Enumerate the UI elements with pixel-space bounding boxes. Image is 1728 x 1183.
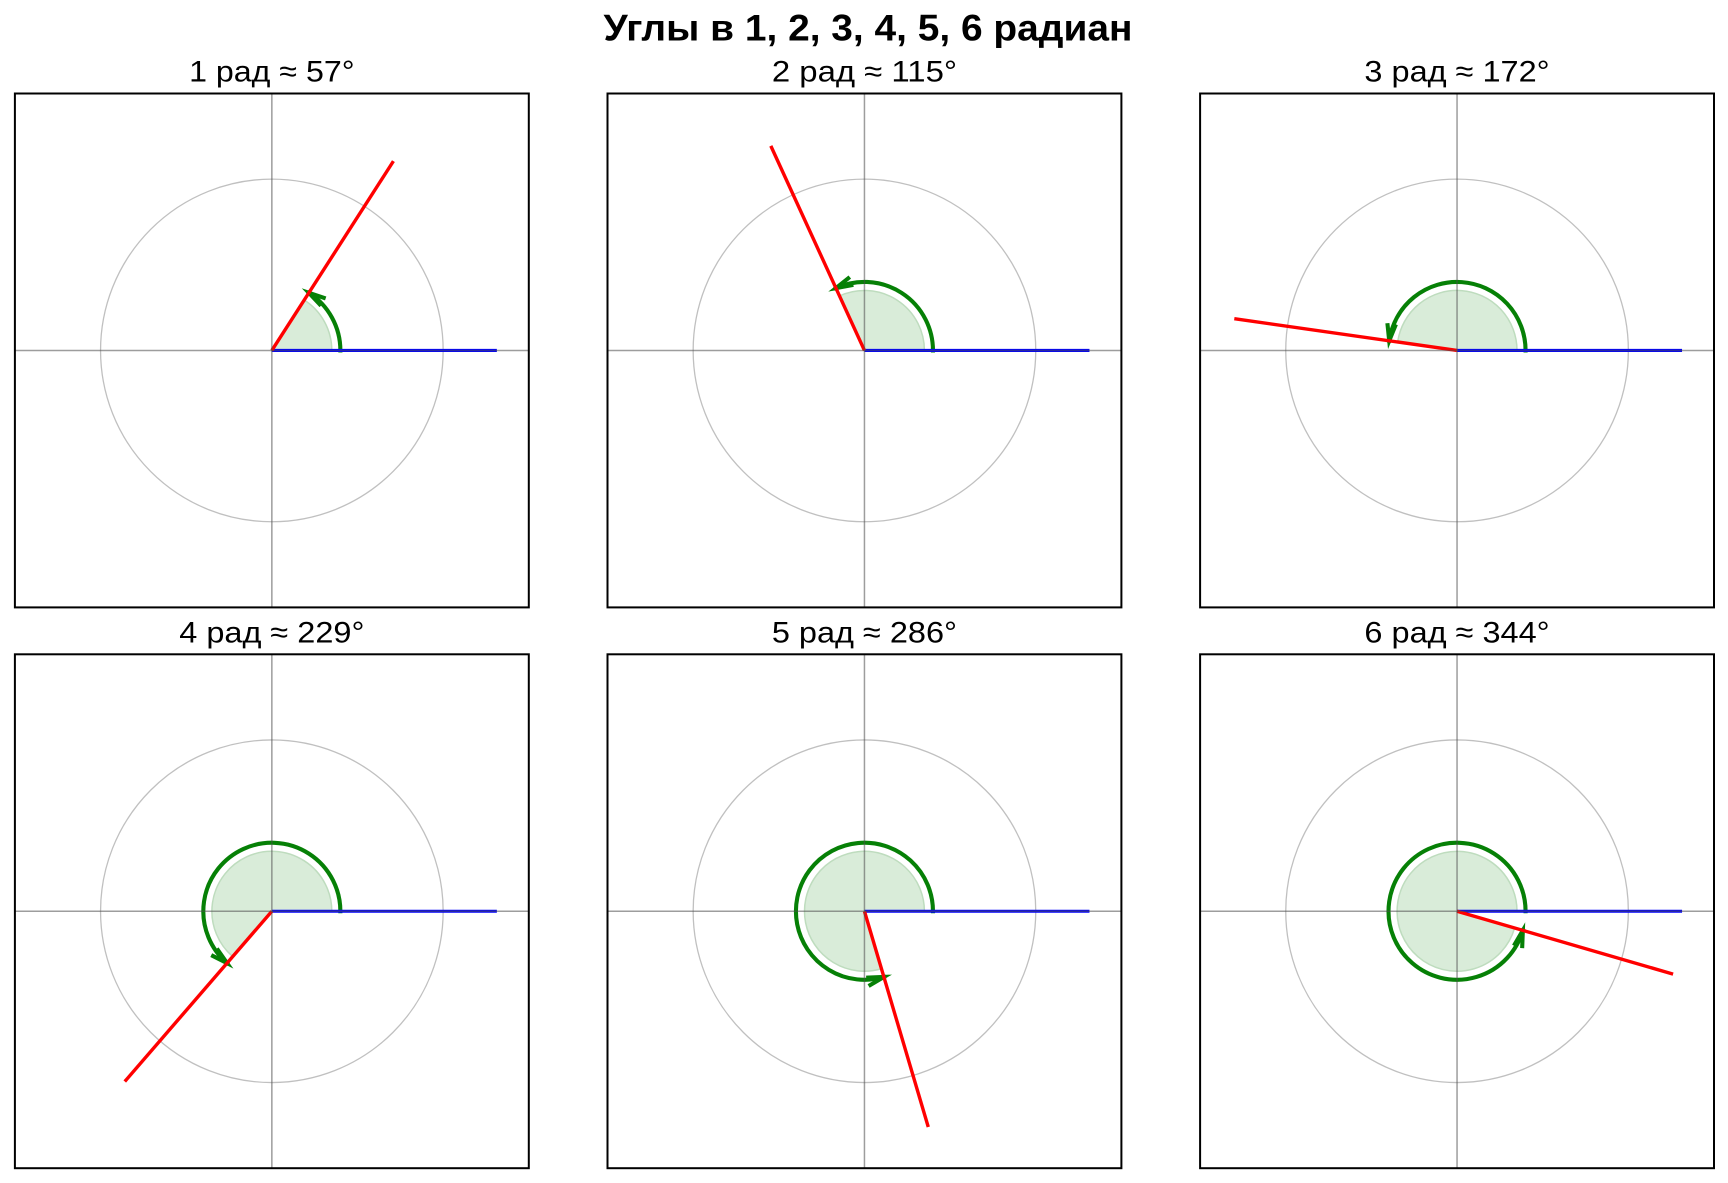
svg-text:Углы в 1, 2, 3, 4, 5, 6 радиан: Углы в 1, 2, 3, 4, 5, 6 радиан [604, 7, 1133, 49]
svg-text:4 рад ≈ 229°: 4 рад ≈ 229° [179, 617, 364, 650]
svg-text:2 рад ≈ 115°: 2 рад ≈ 115° [772, 55, 957, 88]
svg-text:3 рад ≈ 172°: 3 рад ≈ 172° [1364, 55, 1549, 88]
svg-text:5 рад ≈ 286°: 5 рад ≈ 286° [772, 617, 957, 650]
svg-text:6 рад ≈ 344°: 6 рад ≈ 344° [1364, 617, 1549, 650]
svg-text:1 рад ≈ 57°: 1 рад ≈ 57° [189, 55, 355, 88]
